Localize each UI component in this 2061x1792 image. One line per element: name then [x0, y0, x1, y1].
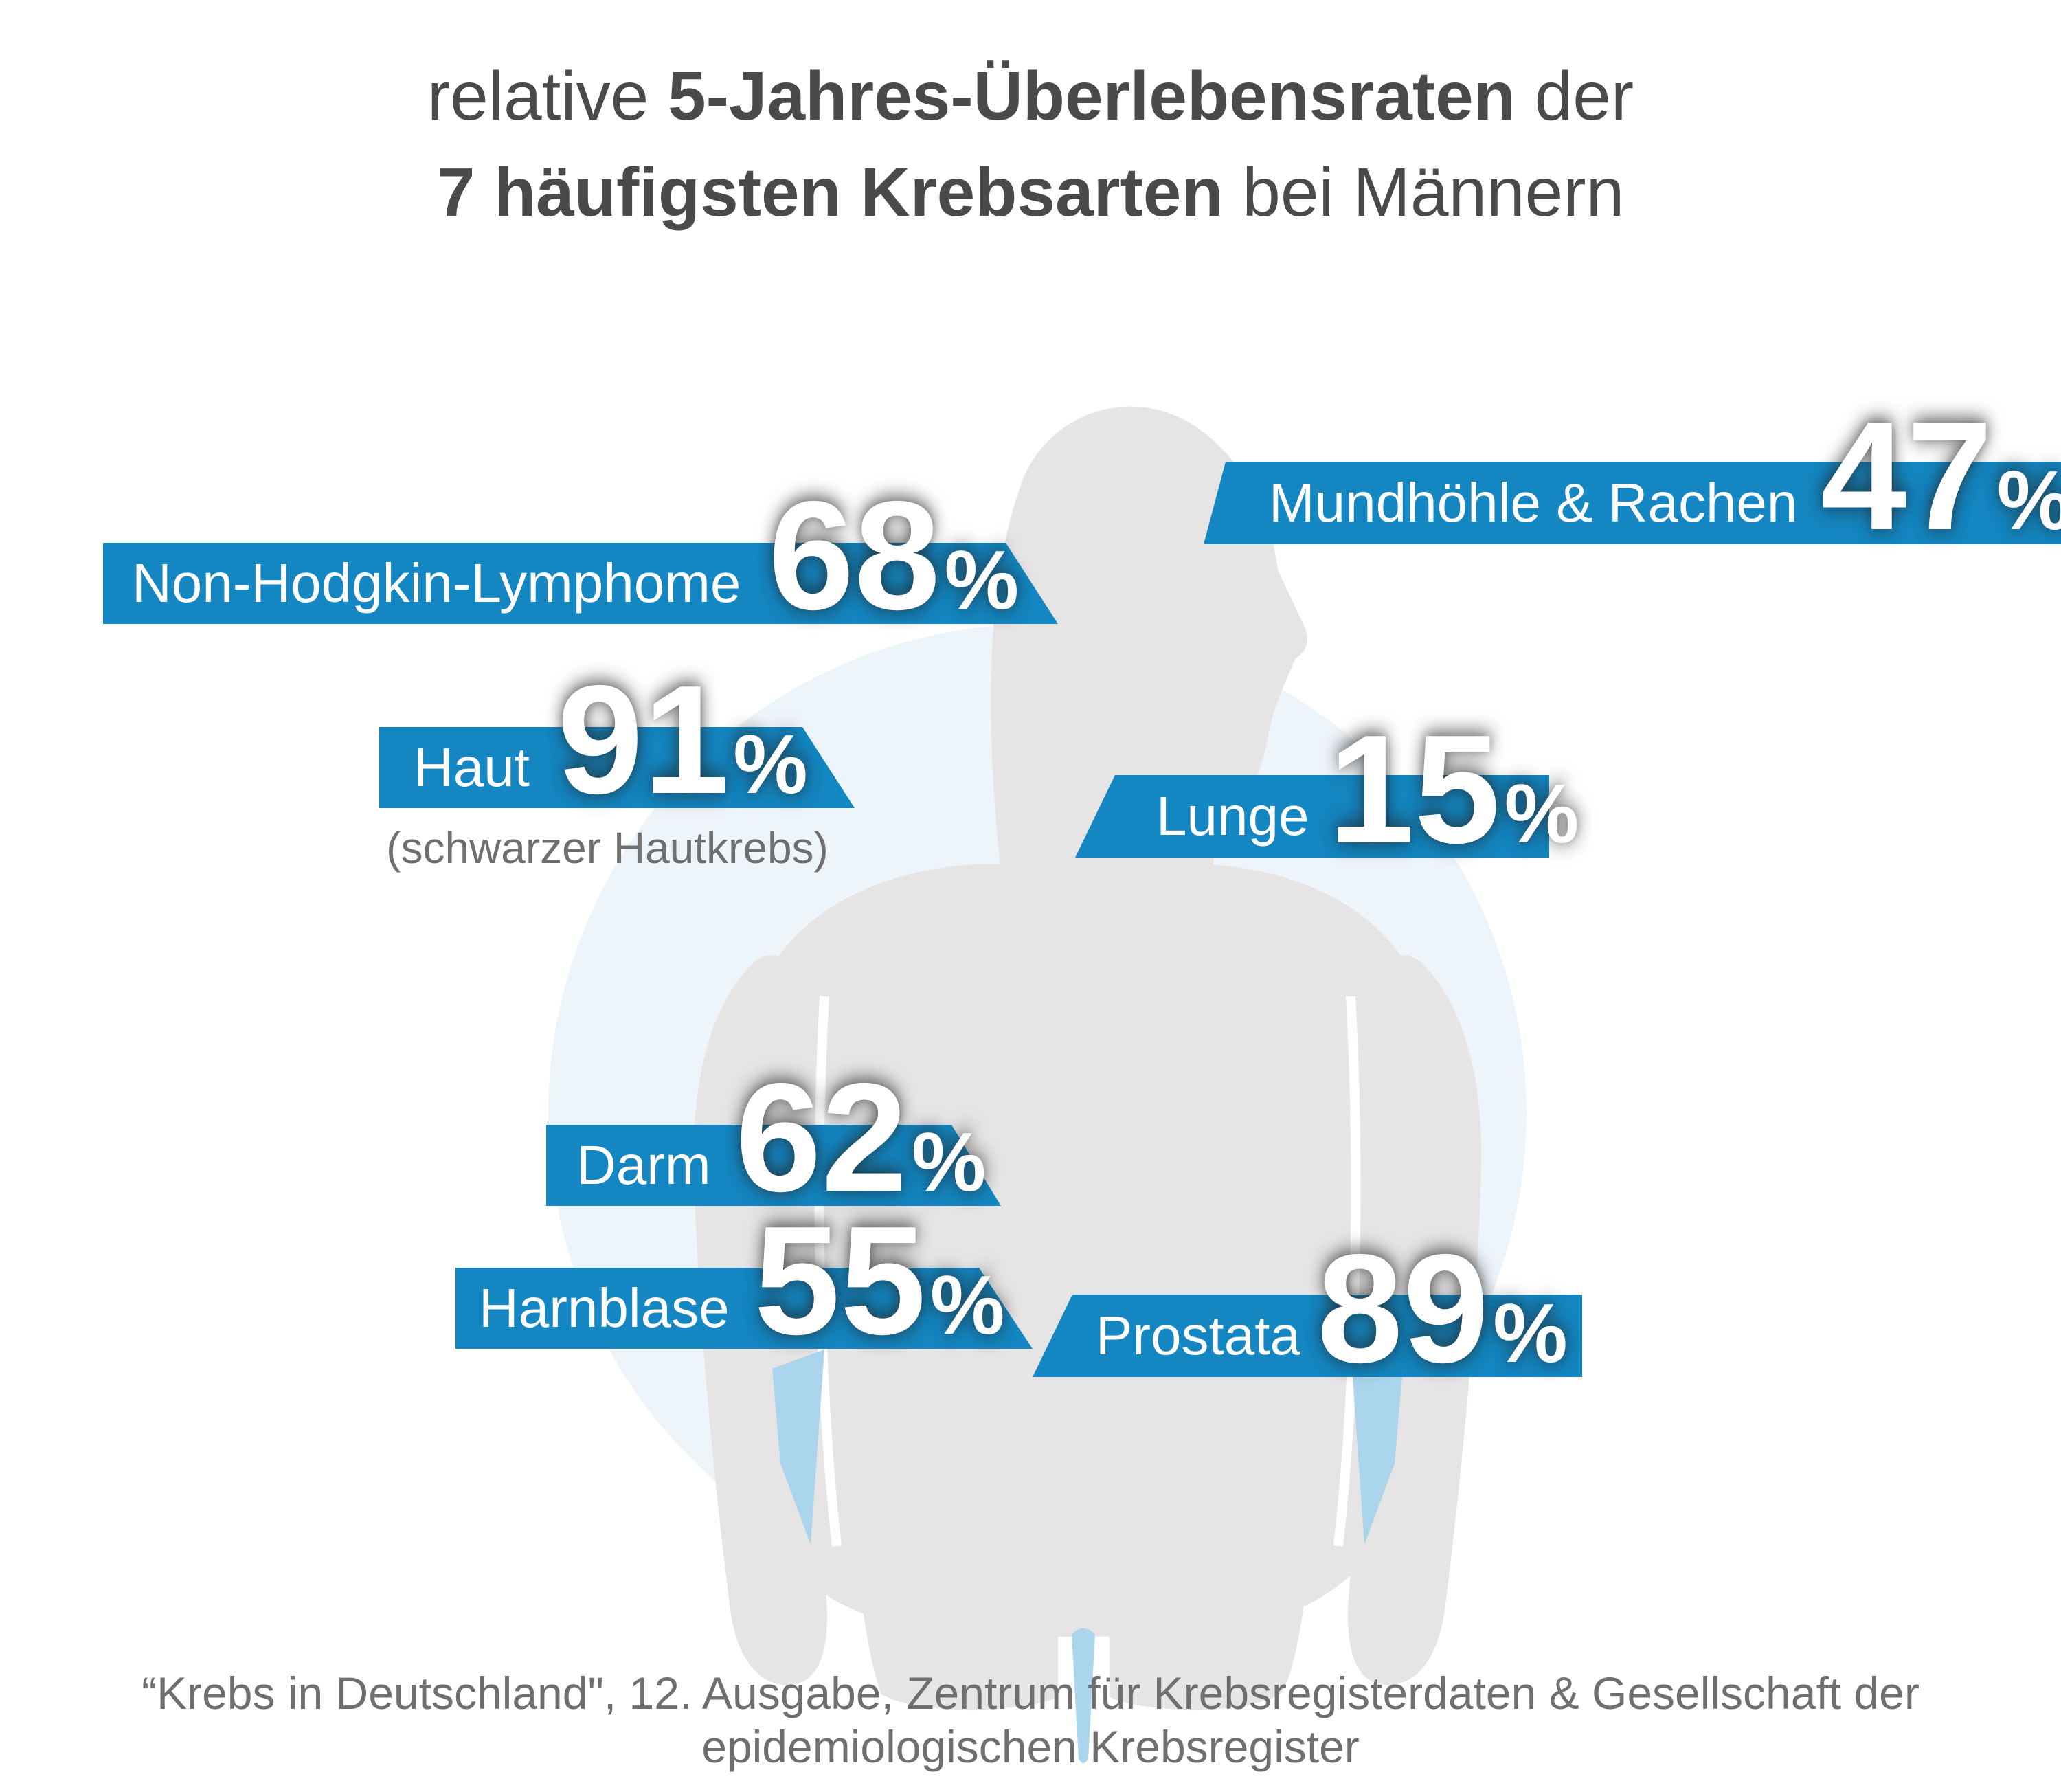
banner-value: 91% [556, 652, 808, 826]
banner-ribbon [1204, 462, 2061, 544]
banner-ribbon [546, 1125, 1001, 1206]
banner-haut: Haut 91% [379, 662, 855, 816]
haut-note: (schwarzer Hautkrebs) [386, 823, 829, 873]
banner-label: Haut [414, 737, 530, 798]
banner-ribbon [379, 727, 855, 808]
banner-label: Mundhöhle & Rachen [1269, 472, 1798, 533]
title-line-1: relative 5-Jahres-Überlebensraten der [0, 48, 2061, 144]
banner-ribbon [103, 543, 1058, 624]
banner-harnblase: Harnblase 55% [455, 1202, 1033, 1357]
banner-value: 55% [754, 1193, 1005, 1367]
banner-value: 62% [735, 1050, 987, 1224]
banner-lunge: Lunge 15% [1075, 711, 1579, 866]
banner-value: 89% [1316, 1221, 1568, 1395]
banner-label: Lunge [1156, 785, 1309, 847]
banner-value: 15% [1328, 702, 1579, 875]
banner-non-hodgkin-lymphome: Non-Hodgkin-Lymphome 68% [103, 478, 1058, 632]
banner-ribbon [455, 1268, 1033, 1349]
crotch-accent [1072, 1628, 1095, 1763]
right-arm-gap [1333, 996, 1361, 1547]
title-line2-bold: 7 häufigsten Krebsarten [436, 154, 1224, 231]
right-leg-silhouette [1110, 1553, 1309, 1710]
page-title: relative 5-Jahres-Überlebensraten der 7 … [0, 48, 2061, 240]
title-line1-prefix: relative [427, 58, 668, 135]
title-line1-bold: 5-Jahres-Überlebensraten [667, 58, 1516, 135]
banner-darm: Darm 62% [546, 1060, 1001, 1214]
title-line1-suffix: der [1515, 58, 1634, 135]
title-line2-suffix: bei Männern [1223, 154, 1625, 231]
right-hip-accent [1351, 1349, 1403, 1545]
banner-label: Darm [576, 1134, 711, 1196]
banner-label: Prostata [1096, 1305, 1300, 1366]
source-citation: “Krebs in Deutschland", 12. Ausgabe, Zen… [0, 1666, 2061, 1773]
left-hip-accent [772, 1349, 824, 1545]
torso-silhouette [732, 864, 1445, 1637]
banner-ribbon [1075, 775, 1549, 858]
banner-value: 47% [1821, 388, 2061, 562]
banner-label: Harnblase [479, 1277, 730, 1339]
title-line-2: 7 häufigsten Krebsarten bei Männern [0, 144, 2061, 240]
banner-value: 68% [768, 468, 1020, 642]
banner-mundhoehle-rachen: Mundhöhle & Rachen 47% [1204, 398, 2061, 552]
banner-prostata: Prostata 89% [1033, 1231, 1582, 1385]
left-leg-silhouette [859, 1553, 1058, 1710]
source-line-1: “Krebs in Deutschland", 12. Ausgabe, Zen… [142, 1668, 1919, 1718]
banner-ribbon [1033, 1295, 1582, 1377]
banner-label: Non-Hodgkin-Lymphome [132, 552, 741, 614]
source-line-2: epidemiologischen Krebsregister [701, 1721, 1360, 1772]
